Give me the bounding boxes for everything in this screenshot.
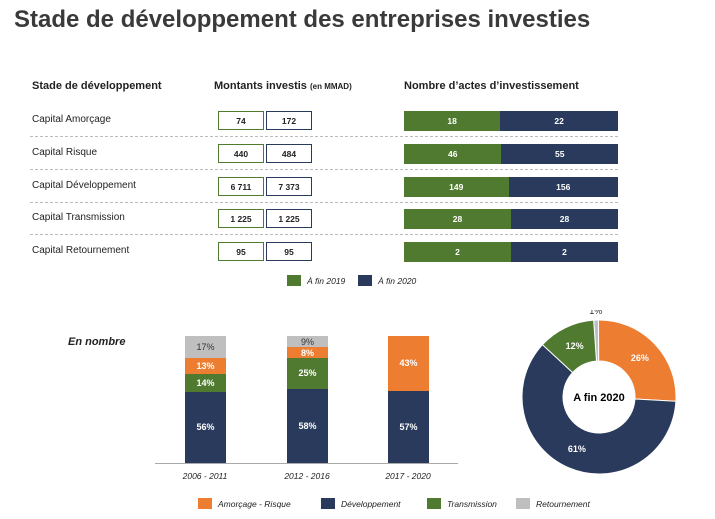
legend-item: Retournement [516,498,590,509]
count-2019-segment: 149 [404,177,509,197]
count-bar: 46 55 [404,144,618,164]
stacked-bar-segment: 58% [287,389,328,463]
count-2020-segment: 156 [508,177,618,197]
x-tick-label: 2006 - 2011 [182,471,228,481]
amount-2019: 6 711 [218,177,264,196]
legend-label: À fin 2019 [307,275,346,286]
legend-swatch [321,498,335,509]
legend-label: Transmission [447,498,497,509]
donut-center-label: A fin 2020 [573,392,625,404]
stacked-bar-segment: 14% [185,374,226,392]
legend-item: Développement [321,498,401,509]
col-header-stage: Stade de développement [32,80,162,92]
count-2020-segment: 22 [500,111,618,131]
stacked-bar-segment: 9% [287,336,328,348]
donut-label: 26% [631,353,649,363]
stacked-bar-segment: 13% [185,357,226,375]
amount-2020: 484 [266,144,312,163]
legend-item-2019: À fin 2019 [287,275,345,286]
row-separator [30,234,618,235]
row-label: Capital Développement [32,180,136,191]
amount-2019: 1 225 [218,209,264,228]
donut-label: 1% [589,310,602,316]
row-label: Capital Retournement [32,245,130,256]
donut-slice [521,343,677,475]
count-bar: 18 22 [404,111,618,131]
col-header-counts: Nombre d’actes d’investissement [404,80,579,92]
stacked-bar-segment: 56% [185,391,226,463]
row-label: Capital Risque [32,147,98,158]
legend-swatch [427,498,441,509]
page-title: Stade de développement des entreprises i… [14,6,591,33]
row-separator [30,202,618,203]
amount-2020: 95 [266,242,312,261]
legend-item: Amorçage - Risque [198,498,291,509]
legend-swatch [358,275,372,286]
legend-swatch [516,498,530,509]
legend-swatch [287,275,301,286]
row-separator [30,169,618,170]
col-header-amounts-unit: (en MMAD) [309,82,352,91]
stacked-bar-segment: 57% [388,390,429,463]
x-axis [155,463,458,464]
row-separator [30,136,618,137]
col-header-amounts: Montants investis (en MMAD) [214,80,352,92]
count-bar: 149 156 [404,177,618,197]
stacked-bar-segment: 17% [185,336,226,358]
legend-label: Développement [341,498,401,509]
legend-swatch [198,498,212,509]
stacked-bar-segment: 25% [287,357,328,390]
count-2019-segment: 2 [404,242,511,262]
count-2019-segment: 46 [404,144,502,164]
amount-2019: 74 [218,111,264,130]
stacked-chart-title: En nombre [68,336,126,348]
amount-2020: 172 [266,111,312,130]
stacked-bar-segment: 43% [388,336,429,391]
amount-2019: 440 [218,144,264,163]
legend-label: Retournement [536,498,590,509]
donut-chart: 1% 26% 61% 12% A fin 2020 [521,310,677,475]
row-label: Capital Transmission [32,212,125,223]
amount-2019: 95 [218,242,264,261]
x-tick-label: 2012 - 2016 [284,471,330,481]
amount-2020: 7 373 [266,177,312,196]
legend-item-2020: À fin 2020 [358,275,416,286]
count-2019-segment: 28 [404,209,511,229]
donut-slice [597,319,677,402]
donut-label: 12% [566,341,584,351]
legend-item: Transmission [427,498,497,509]
row-label: Capital Amorçage [32,114,111,125]
count-2020-segment: 55 [501,144,618,164]
count-2020-segment: 2 [511,242,618,262]
col-header-amounts-label: Montants investis [214,80,307,92]
count-2020-segment: 28 [511,209,618,229]
x-tick-label: 2017 - 2020 [385,471,431,481]
stacked-bar-segment: 8% [287,347,328,358]
count-bar: 28 28 [404,209,618,229]
donut-slice [541,319,598,374]
amount-2020: 1 225 [266,209,312,228]
legend-label: À fin 2020 [378,275,417,286]
count-2019-segment: 18 [404,111,501,131]
legend-label: Amorçage - Risque [218,498,291,509]
donut-label: 61% [568,444,586,454]
